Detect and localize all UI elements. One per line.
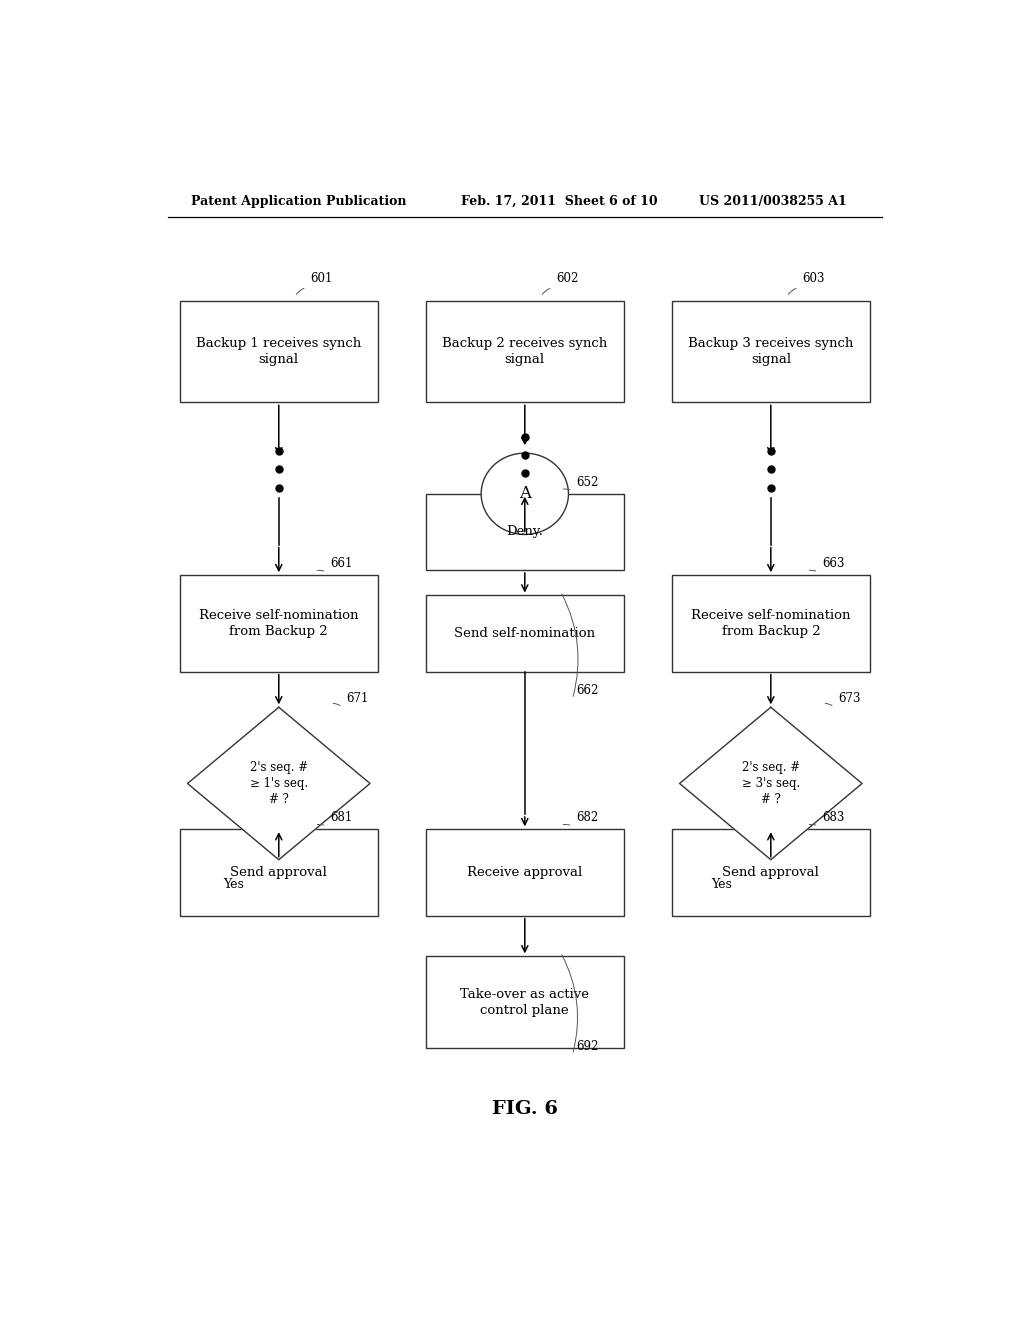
Text: Receive self-nomination
from Backup 2: Receive self-nomination from Backup 2 xyxy=(199,609,358,638)
Bar xyxy=(179,301,378,403)
Text: 2's seq. #
≥ 1's seq.
# ?: 2's seq. # ≥ 1's seq. # ? xyxy=(250,762,308,807)
Text: Receive self-nomination
from Backup 2: Receive self-nomination from Backup 2 xyxy=(691,609,851,638)
Bar xyxy=(426,301,624,403)
Text: Take-over as active
control plane: Take-over as active control plane xyxy=(461,987,589,1016)
Text: 602: 602 xyxy=(557,272,579,285)
Bar xyxy=(426,829,624,916)
Text: Backup 3 receives synch
signal: Backup 3 receives synch signal xyxy=(688,337,853,366)
Text: US 2011/0038255 A1: US 2011/0038255 A1 xyxy=(699,194,847,207)
Text: Send approval: Send approval xyxy=(230,866,328,879)
Text: Yes: Yes xyxy=(712,878,732,891)
Bar xyxy=(179,576,378,672)
Text: Backup 1 receives synch
signal: Backup 1 receives synch signal xyxy=(197,337,361,366)
Text: Deny.: Deny. xyxy=(506,525,544,539)
Text: Receive approval: Receive approval xyxy=(467,866,583,879)
Text: FIG. 6: FIG. 6 xyxy=(492,1100,558,1118)
Text: Send approval: Send approval xyxy=(722,866,819,879)
Text: Send self-nomination: Send self-nomination xyxy=(455,627,595,640)
Text: 652: 652 xyxy=(577,475,599,488)
Bar xyxy=(672,829,870,916)
Text: Yes: Yes xyxy=(223,878,244,891)
Bar xyxy=(672,576,870,672)
Bar xyxy=(672,301,870,403)
Bar xyxy=(179,829,378,916)
Polygon shape xyxy=(187,708,370,859)
Text: 692: 692 xyxy=(577,1040,599,1053)
Text: 673: 673 xyxy=(839,692,861,705)
Text: 2's seq. #
≥ 3's seq.
# ?: 2's seq. # ≥ 3's seq. # ? xyxy=(741,762,800,807)
Bar xyxy=(426,494,624,570)
Text: 661: 661 xyxy=(331,557,352,570)
Text: 681: 681 xyxy=(331,812,352,824)
Text: 662: 662 xyxy=(577,684,599,697)
Text: 671: 671 xyxy=(346,692,369,705)
Text: 601: 601 xyxy=(310,272,333,285)
Text: Feb. 17, 2011  Sheet 6 of 10: Feb. 17, 2011 Sheet 6 of 10 xyxy=(461,194,658,207)
Bar xyxy=(426,595,624,672)
Ellipse shape xyxy=(481,453,568,535)
Text: 603: 603 xyxy=(803,272,825,285)
Text: 663: 663 xyxy=(822,557,845,570)
Bar xyxy=(426,956,624,1048)
Text: 682: 682 xyxy=(577,812,599,824)
Polygon shape xyxy=(680,708,862,859)
Text: A: A xyxy=(519,486,530,503)
Text: Patent Application Publication: Patent Application Publication xyxy=(191,194,407,207)
Text: 683: 683 xyxy=(822,812,845,824)
Text: Backup 2 receives synch
signal: Backup 2 receives synch signal xyxy=(442,337,607,366)
